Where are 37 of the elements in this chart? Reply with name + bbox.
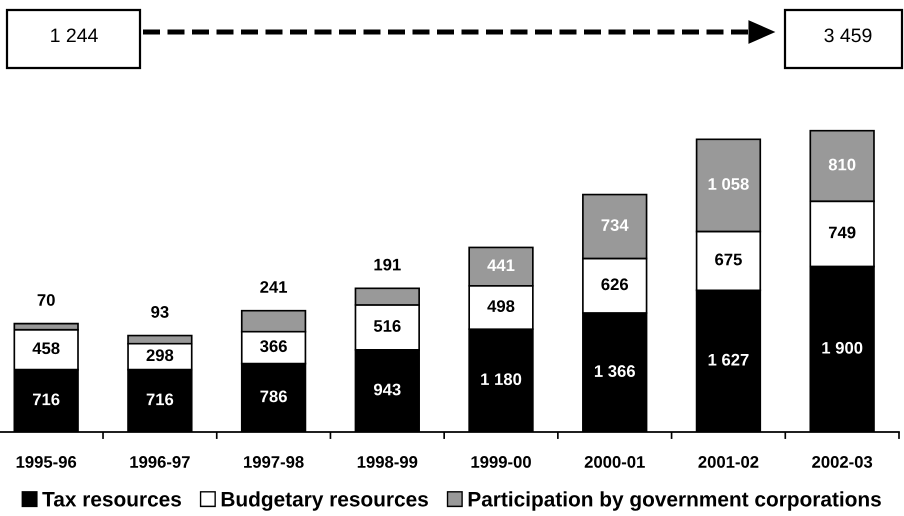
data-label: 675 xyxy=(715,254,742,266)
data-label: 298 xyxy=(146,349,174,362)
x-tick-label: 1999-00 xyxy=(471,456,531,468)
data-label: 516 xyxy=(374,320,401,332)
x-tick-label: 1998-99 xyxy=(358,456,418,468)
legend-label: Tax resources xyxy=(42,492,181,507)
data-label: 734 xyxy=(602,219,629,232)
text: 1 244 xyxy=(51,28,98,42)
data-label: 70 xyxy=(38,294,55,306)
data-label: 93 xyxy=(151,306,169,318)
legend-label: Participation by government corporations xyxy=(468,491,881,511)
data-label: 786 xyxy=(260,390,287,402)
legend-label: Budgetary resources xyxy=(222,491,428,511)
data-label: 626 xyxy=(601,278,628,290)
x-tick-label: 2000-01 xyxy=(584,456,645,468)
data-label: 498 xyxy=(487,300,514,312)
data-label: 716 xyxy=(32,393,60,406)
data-label: 749 xyxy=(828,226,856,238)
x-tick-label: 2001-02 xyxy=(698,456,758,468)
data-label: 241 xyxy=(260,281,288,293)
data-label: 458 xyxy=(32,342,60,354)
data-label: 1 058 xyxy=(708,178,749,190)
data-label: 191 xyxy=(374,258,401,271)
x-tick-label: 1997-98 xyxy=(244,456,304,468)
data-label: 1 627 xyxy=(708,354,749,366)
data-label: 441 xyxy=(487,259,514,271)
data-label: 1 366 xyxy=(594,365,635,378)
x-tick-label: 1995-96 xyxy=(16,456,76,468)
x-tick-label: 2002-03 xyxy=(812,456,872,468)
data-label: 810 xyxy=(828,158,856,170)
data-label: 716 xyxy=(146,393,174,406)
data-label: 366 xyxy=(260,340,287,352)
data-label: 943 xyxy=(374,384,401,396)
data-label: 1 900 xyxy=(822,342,862,354)
data-label: 1 180 xyxy=(481,373,522,386)
text: 3 459 xyxy=(824,28,872,42)
x-tick-label: 1996-97 xyxy=(130,456,190,468)
